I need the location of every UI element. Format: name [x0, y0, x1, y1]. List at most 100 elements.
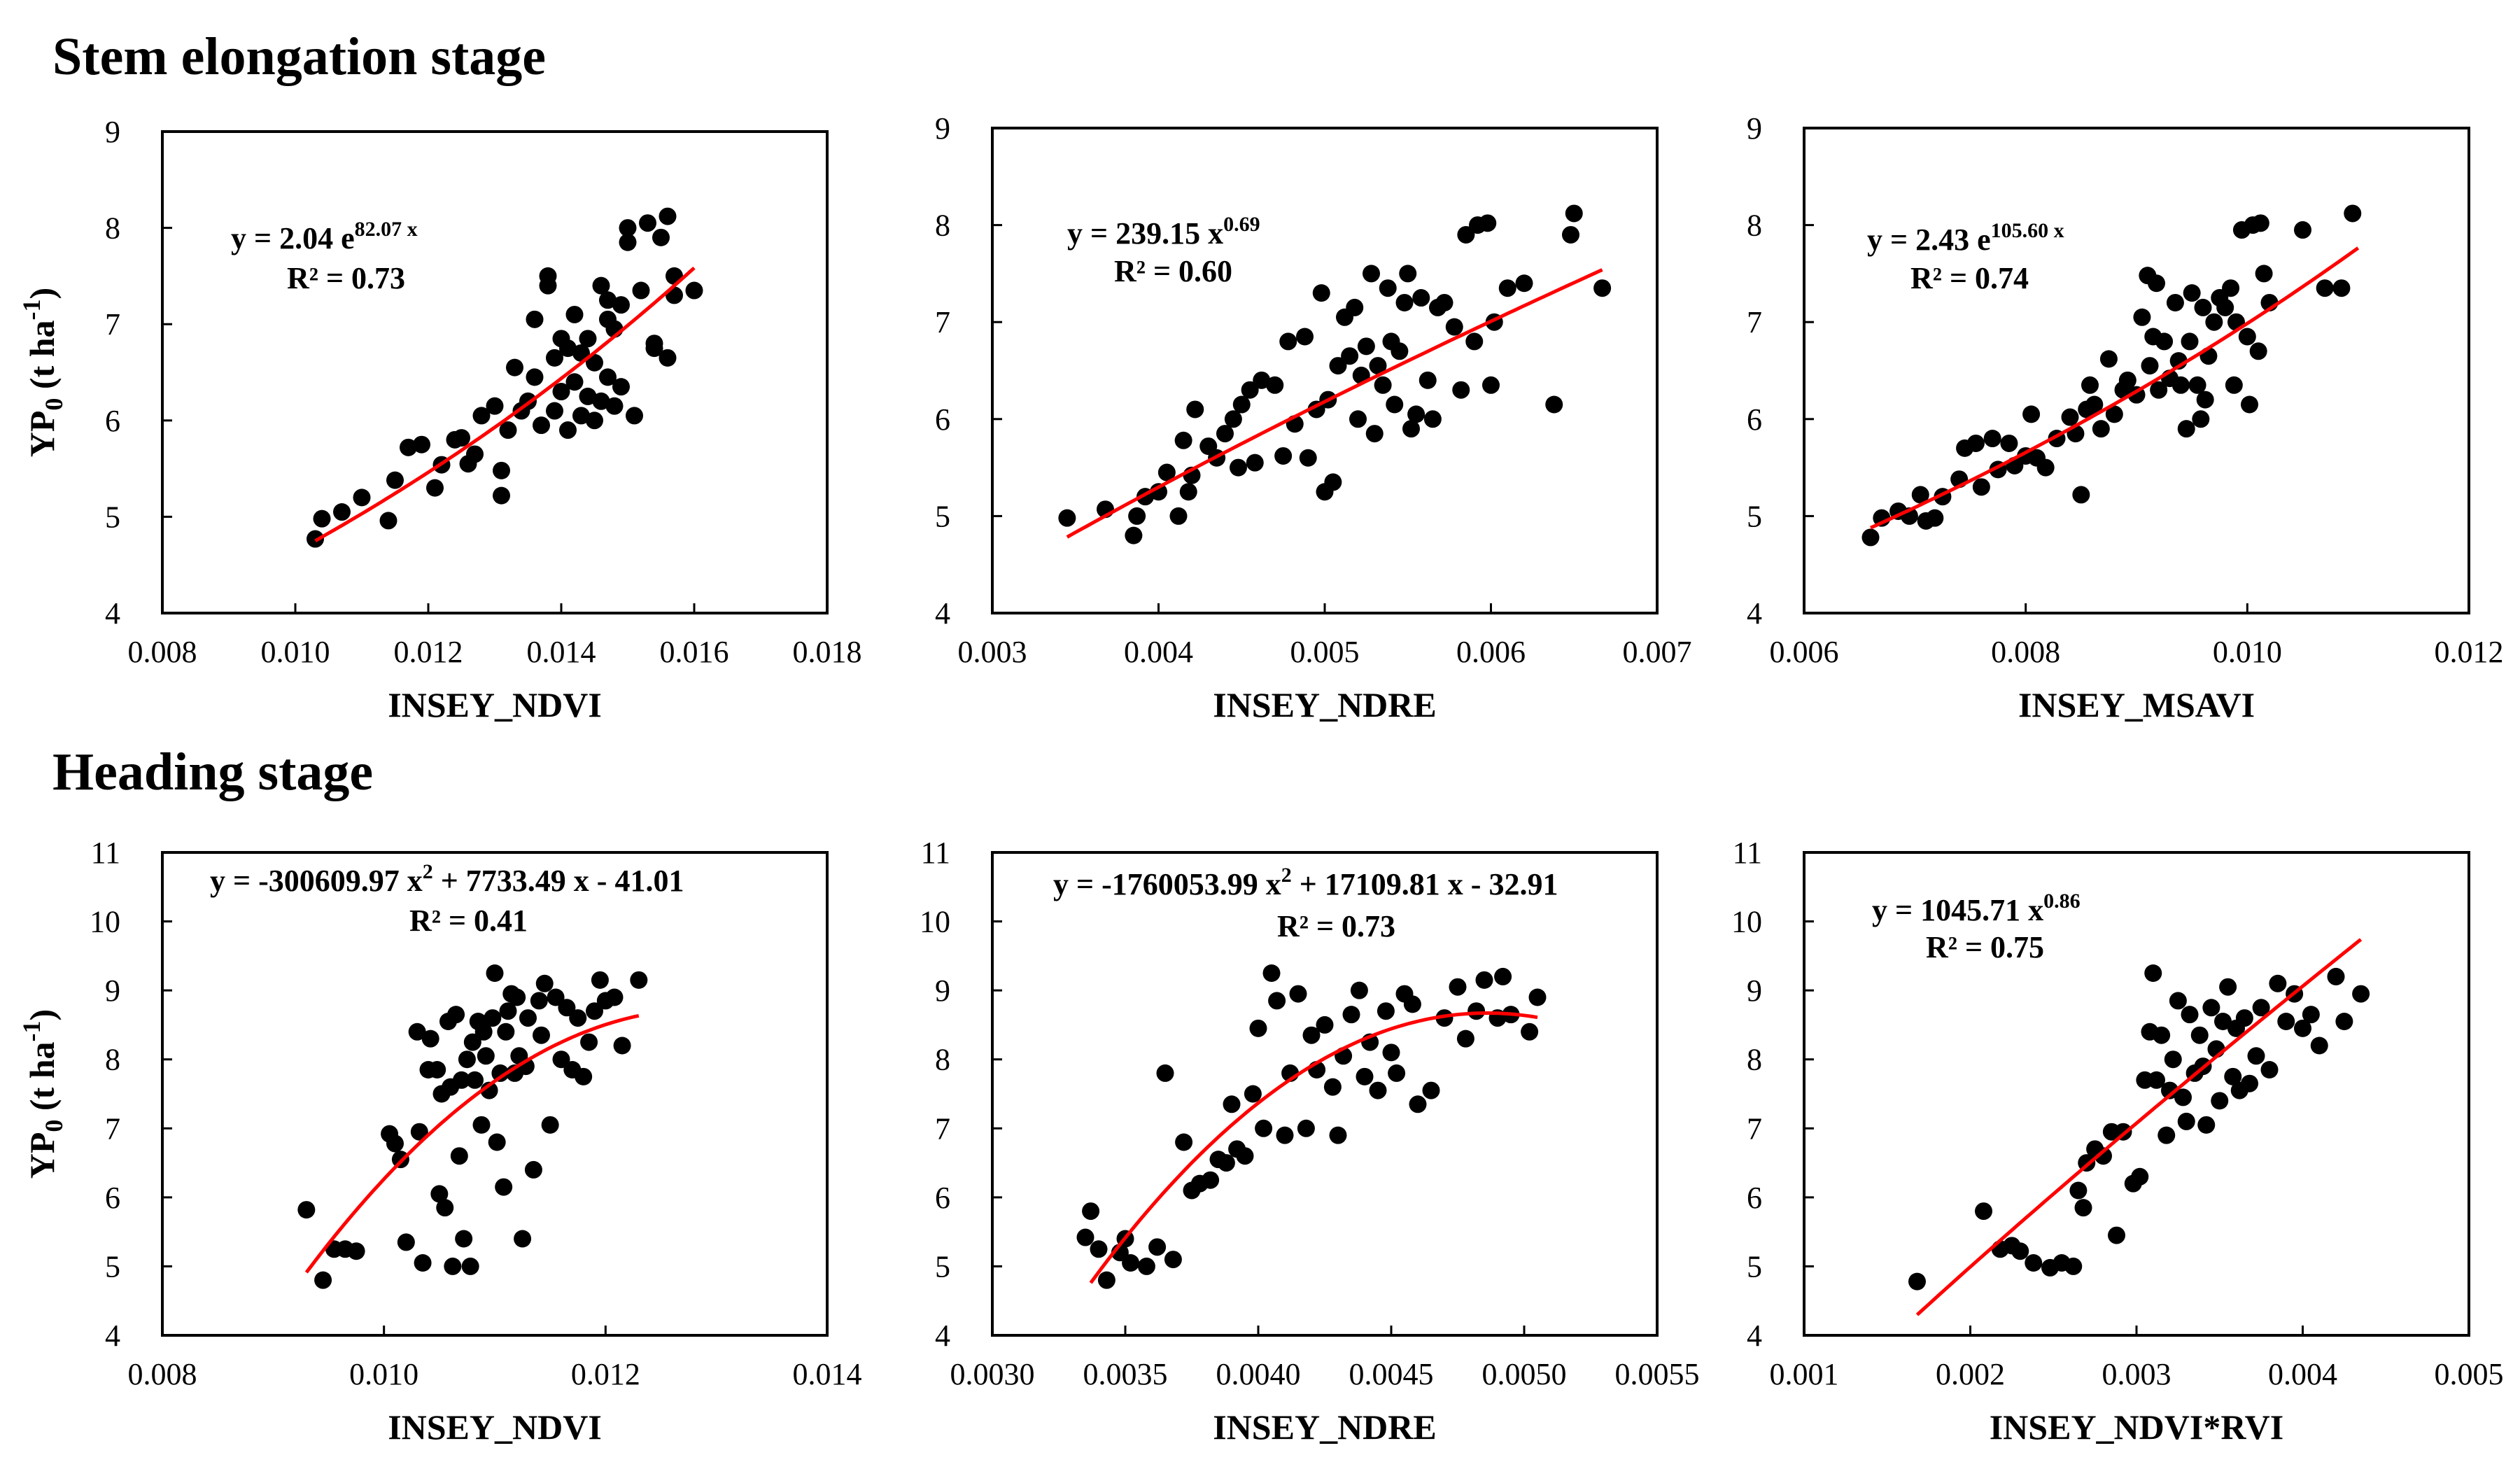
- x-tick-label: 0.007: [1623, 635, 1692, 669]
- data-point: [410, 1123, 428, 1141]
- data-point: [1296, 328, 1314, 346]
- x-tick-label: 0.005: [1290, 635, 1360, 669]
- r-squared: R² = 0.73: [287, 261, 405, 295]
- data-point: [1369, 1081, 1387, 1099]
- data-point: [1216, 425, 1234, 443]
- data-point: [2224, 1067, 2242, 1085]
- panel-stem-ndvi: 0.008 0.010 0.012 0.014 0.016 0.018 4 5 6 7 8 9 INSE…: [17, 115, 862, 724]
- data-point: [1279, 332, 1297, 351]
- data-point: [447, 1006, 465, 1024]
- plot-frame: [161, 851, 829, 1337]
- data-point: [1223, 1095, 1241, 1113]
- data-point: [1262, 964, 1281, 982]
- data-point: [2260, 1061, 2279, 1078]
- x-tick-label: 0.005: [2435, 1357, 2504, 1391]
- data-point: [2181, 332, 2199, 351]
- x-tick-label: 0.012: [394, 635, 463, 669]
- data-point: [493, 461, 510, 479]
- data-point: [1972, 478, 1990, 496]
- y-tick-label: 8: [1747, 209, 1762, 243]
- data-point: [499, 421, 517, 440]
- data-point: [619, 233, 637, 251]
- data-point: [2148, 274, 2165, 293]
- y-tick-label: 9: [1747, 111, 1762, 146]
- x-tick-label: 0.004: [1124, 635, 1193, 669]
- data-point: [436, 1199, 454, 1217]
- plot-frame: [991, 127, 1659, 614]
- data-point: [426, 479, 444, 497]
- data-point: [1090, 1240, 1108, 1258]
- x-tick-label: 0.002: [1936, 1357, 2005, 1391]
- y-tick-label: 7: [105, 307, 120, 342]
- data-point: [2238, 328, 2256, 346]
- fit-line: [314, 266, 696, 542]
- data-point: [1374, 376, 1392, 394]
- fit-equation: y = 2.04 e82.07 x: [231, 218, 418, 255]
- data-point: [474, 1022, 493, 1041]
- data-point: [1494, 967, 1512, 985]
- data-point: [313, 509, 331, 528]
- data-point: [1457, 225, 1475, 244]
- data-point: [552, 383, 570, 401]
- plot-frame: [991, 851, 1659, 1337]
- data-point: [2255, 265, 2273, 283]
- data-point: [408, 1022, 426, 1041]
- data-point: [2177, 420, 2195, 438]
- x-tick-label: 0.004: [2268, 1357, 2337, 1391]
- data-point: [2211, 1092, 2229, 1110]
- data-point: [530, 992, 548, 1010]
- data-point: [1316, 1015, 1334, 1034]
- r-squared: R² = 0.41: [409, 904, 528, 938]
- data-point: [2118, 371, 2137, 389]
- data-point: [2352, 985, 2370, 1003]
- data-point: [605, 988, 624, 1006]
- data-point: [353, 489, 371, 507]
- data-point: [1224, 410, 1242, 428]
- y-tick-label: 6: [1747, 402, 1762, 437]
- data-point: [2166, 293, 2184, 311]
- data-point: [559, 339, 577, 358]
- data-point: [2171, 376, 2190, 394]
- data-point: [1125, 526, 1143, 544]
- data-point: [2081, 376, 2099, 394]
- data-point: [1232, 395, 1251, 414]
- data-point: [524, 1160, 542, 1179]
- data-point: [1382, 1043, 1400, 1062]
- data-point: [379, 512, 397, 530]
- data-point: [1341, 347, 1359, 365]
- data-point: [2064, 1257, 2083, 1275]
- data-point: [1379, 279, 1397, 297]
- data-point: [2153, 1026, 2171, 1044]
- data-point: [2069, 1181, 2088, 1200]
- data-point: [486, 964, 504, 982]
- data-point: [630, 971, 648, 989]
- data-point: [2327, 967, 2345, 985]
- data-point: [2197, 1116, 2216, 1134]
- y-tick-label: 6: [935, 1181, 950, 1215]
- data-point: [1452, 381, 1470, 399]
- data-point: [632, 281, 650, 300]
- data-point: [1966, 434, 1985, 452]
- data-point: [2332, 279, 2351, 297]
- data-point: [2277, 1013, 2295, 1030]
- y-tick-label: 8: [105, 1043, 120, 1077]
- y-tick-label: 11: [1733, 836, 1762, 870]
- y-tick-label: 6: [105, 404, 120, 438]
- data-point: [2194, 298, 2212, 316]
- data-point: [484, 1009, 502, 1027]
- data-point: [613, 1036, 631, 1055]
- y-tick-label: 5: [1747, 1249, 1762, 1284]
- x-tick-label: 0.008: [128, 1357, 197, 1391]
- data-point: [1097, 1271, 1115, 1289]
- x-tick-label: 0.001: [1770, 1357, 1839, 1391]
- data-point: [1236, 1147, 1254, 1165]
- data-point: [463, 1033, 481, 1051]
- y-tick-label: 7: [935, 1111, 950, 1146]
- data-point: [1465, 332, 1484, 351]
- x-tick-label: 0.008: [128, 635, 197, 669]
- data-point: [506, 358, 523, 377]
- data-point: [2249, 342, 2267, 360]
- y-tick-label: 8: [935, 1043, 950, 1077]
- x-tick-label: 0.003: [2102, 1357, 2171, 1391]
